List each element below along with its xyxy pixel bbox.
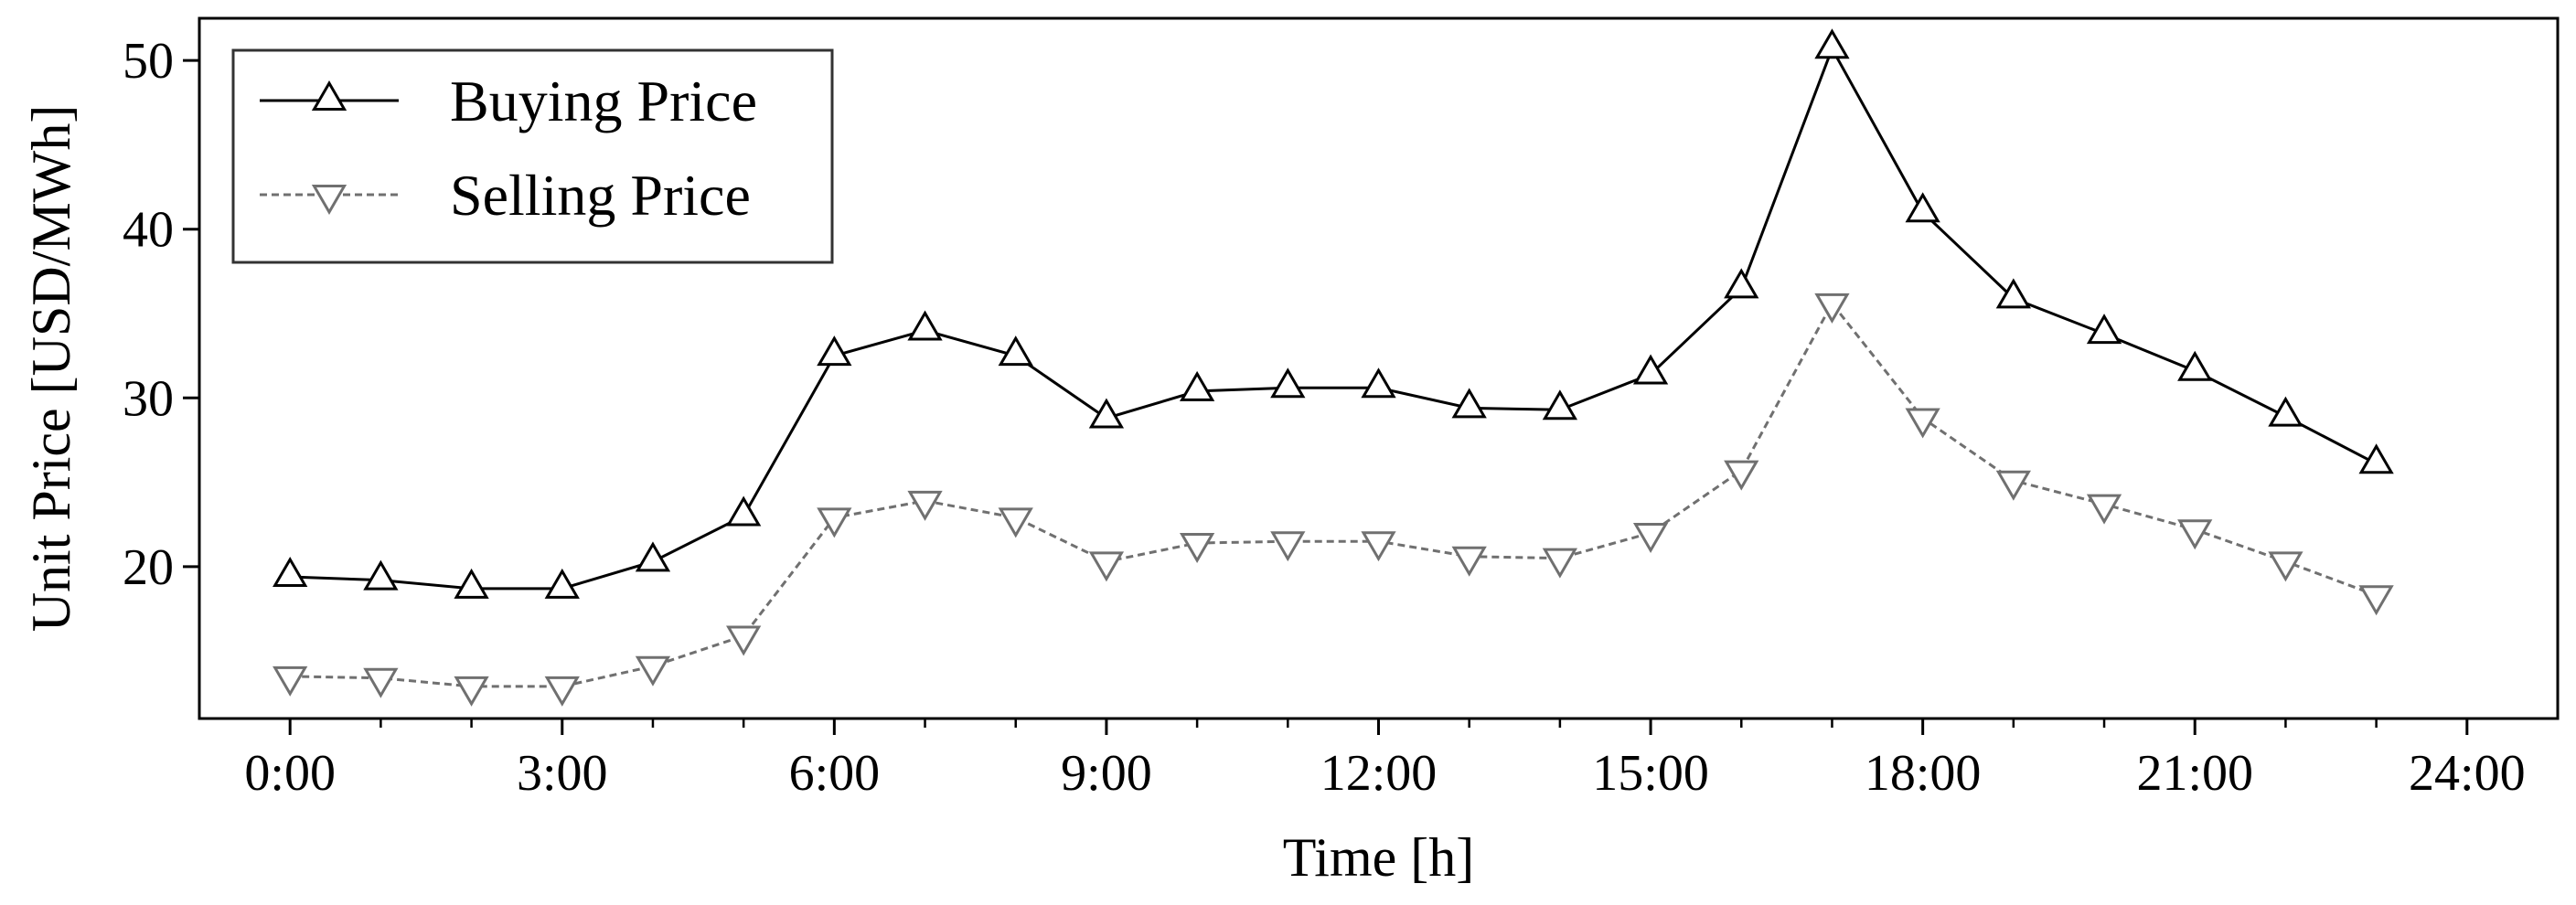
x-tick-label-0:00: 0:00 bbox=[244, 745, 336, 802]
legend-entry-selling-price: Selling Price bbox=[260, 163, 751, 228]
x-tick-label-6:00: 6:00 bbox=[789, 745, 881, 802]
data-point-buying-price-10 bbox=[1179, 370, 1215, 401]
data-point-buying-price-7 bbox=[907, 310, 943, 341]
legend-entry-buying-price: Buying Price bbox=[260, 69, 757, 133]
data-point-selling-price-9 bbox=[1088, 551, 1125, 582]
legend-label-buying-price: Buying Price bbox=[450, 69, 757, 133]
x-tick-label-15:00: 15:00 bbox=[1592, 745, 1709, 802]
data-point-buying-price-4 bbox=[635, 541, 671, 572]
data-point-selling-price-23 bbox=[2358, 585, 2394, 616]
data-point-selling-price-13 bbox=[1451, 546, 1487, 577]
data-point-selling-price-6 bbox=[817, 507, 852, 538]
data-point-buying-price-11 bbox=[1270, 367, 1306, 399]
y-axis: 20 30 40 50 bbox=[123, 33, 199, 596]
data-point-buying-price-9 bbox=[1088, 398, 1125, 429]
series-selling-price bbox=[273, 293, 2394, 707]
data-point-buying-price-17 bbox=[1814, 28, 1850, 59]
data-point-selling-price-19 bbox=[1995, 470, 2031, 501]
data-point-buying-price-2 bbox=[454, 568, 489, 599]
y-tick-label-20: 20 bbox=[123, 539, 174, 596]
series-buying-price bbox=[273, 28, 2394, 599]
data-point-buying-price-13 bbox=[1451, 388, 1487, 419]
y-tick-label-50: 50 bbox=[123, 33, 174, 90]
data-point-selling-price-14 bbox=[1542, 548, 1578, 579]
data-point-selling-price-16 bbox=[1724, 460, 1759, 491]
data-point-selling-price-5 bbox=[726, 625, 762, 656]
data-point-buying-price-15 bbox=[1632, 354, 1669, 385]
y-axis-label: Unit Price [USD/MWh] bbox=[21, 105, 81, 633]
y-tick-label-30: 30 bbox=[123, 370, 174, 427]
plot-frame bbox=[198, 16, 2560, 720]
data-point-buying-price-18 bbox=[1905, 192, 1940, 223]
data-point-buying-price-3 bbox=[544, 568, 580, 599]
data-point-buying-price-23 bbox=[2358, 443, 2394, 474]
data-point-buying-price-12 bbox=[1361, 367, 1396, 399]
x-tick-label-9:00: 9:00 bbox=[1061, 745, 1152, 802]
y-tick-label-40: 40 bbox=[123, 202, 174, 259]
data-point-selling-price-7 bbox=[907, 490, 943, 521]
legend-marker-selling-price bbox=[311, 185, 347, 215]
data-point-selling-price-0 bbox=[273, 665, 308, 697]
data-point-buying-price-14 bbox=[1542, 389, 1578, 421]
data-point-selling-price-4 bbox=[635, 655, 671, 687]
data-point-buying-price-6 bbox=[817, 335, 852, 367]
data-point-buying-price-22 bbox=[2268, 396, 2303, 427]
data-point-buying-price-8 bbox=[998, 335, 1033, 367]
series-line-buying-price bbox=[290, 45, 2378, 591]
data-point-buying-price-21 bbox=[2177, 350, 2213, 381]
data-point-selling-price-10 bbox=[1179, 533, 1215, 564]
legend-box bbox=[231, 48, 834, 264]
data-point-buying-price-0 bbox=[273, 556, 308, 587]
data-point-buying-price-5 bbox=[726, 495, 762, 527]
data-point-selling-price-12 bbox=[1361, 531, 1396, 562]
x-axis: 0:00 3:00 6:00 9:00 12:00 15:00 18:00 21:00 24:0… bbox=[244, 719, 2526, 802]
data-point-selling-price-20 bbox=[2086, 494, 2122, 525]
x-tick-label-24:00: 24:00 bbox=[2409, 745, 2526, 802]
data-point-buying-price-1 bbox=[363, 559, 399, 591]
data-point-buying-price-19 bbox=[1995, 278, 2031, 309]
legend-marker-buying-price bbox=[311, 80, 347, 111]
data-point-selling-price-22 bbox=[2268, 551, 2303, 582]
data-point-selling-price-8 bbox=[998, 507, 1033, 538]
data-point-selling-price-3 bbox=[544, 676, 580, 707]
data-point-selling-price-17 bbox=[1814, 293, 1850, 324]
x-tick-label-18:00: 18:00 bbox=[1865, 745, 1982, 802]
data-point-selling-price-2 bbox=[454, 676, 489, 707]
x-tick-label-21:00: 21:00 bbox=[2136, 745, 2253, 802]
legend-label-selling-price: Selling Price bbox=[450, 163, 751, 228]
data-point-selling-price-11 bbox=[1270, 531, 1306, 562]
series-line-selling-price bbox=[290, 301, 2378, 688]
x-axis-label: Time [h] bbox=[1283, 827, 1474, 888]
data-point-buying-price-20 bbox=[2086, 314, 2122, 345]
x-tick-label-12:00: 12:00 bbox=[1320, 745, 1438, 802]
data-point-selling-price-21 bbox=[2177, 519, 2213, 550]
data-point-buying-price-16 bbox=[1724, 268, 1759, 299]
data-point-selling-price-18 bbox=[1905, 408, 1940, 439]
x-tick-label-3:00: 3:00 bbox=[517, 745, 608, 802]
series-layer bbox=[273, 28, 2394, 707]
data-point-selling-price-15 bbox=[1632, 522, 1669, 553]
legend: Buying Price Selling Price bbox=[231, 48, 834, 264]
data-point-selling-price-1 bbox=[363, 667, 399, 698]
